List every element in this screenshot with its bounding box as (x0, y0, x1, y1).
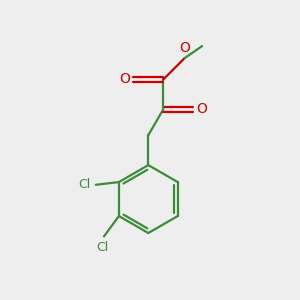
Text: O: O (119, 73, 130, 86)
Text: O: O (179, 41, 190, 55)
Text: O: O (197, 102, 208, 116)
Text: Cl: Cl (79, 178, 91, 191)
Text: Cl: Cl (97, 241, 109, 254)
